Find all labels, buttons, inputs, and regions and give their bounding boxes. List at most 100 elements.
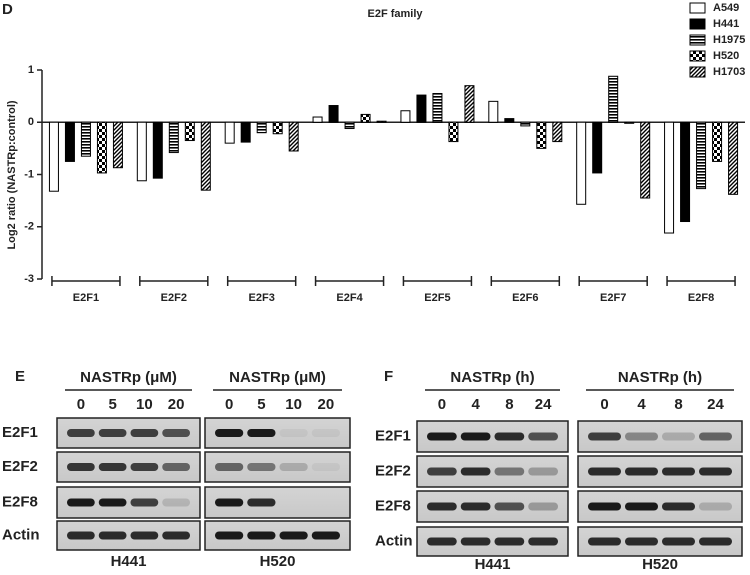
band [699,432,732,441]
band [528,467,558,476]
band [130,498,159,507]
bar [608,75,619,123]
band [528,537,558,546]
band [215,498,244,507]
group-title: NASTRp (μM) [80,369,177,386]
band [662,537,695,546]
bar [272,121,283,135]
y-axis-label: Log2 ratio (NASTRp:control) [6,100,18,249]
bar [576,121,587,205]
band [588,432,621,441]
band [130,463,159,471]
legend-swatch [689,18,706,30]
band [699,502,732,511]
band [162,463,190,471]
row-label: E2F8 [375,497,411,514]
lane-label: 5 [108,396,116,413]
row-label: E2F8 [2,493,38,510]
legend-label: H1975 [713,34,745,46]
band [279,463,308,471]
lane-label: 24 [535,396,552,413]
bar [624,121,635,124]
bar [112,121,123,169]
bar [448,121,459,143]
band [588,502,621,511]
legend-label: H520 [713,50,739,62]
band [215,531,244,540]
bar [168,121,179,154]
band [279,429,308,437]
blot-strip [204,451,351,483]
band [311,429,340,437]
y-tick-label: -3 [24,273,34,285]
row-label: E2F2 [2,458,38,475]
x-tick-label: E2F4 [336,292,363,304]
cell-label: H441 [111,553,147,570]
x-tick-label: E2F6 [512,292,538,304]
band [662,467,695,476]
legend-swatch [689,34,706,46]
band [98,498,127,507]
bar [80,121,91,157]
band [98,531,127,540]
bar [464,85,475,123]
band [528,502,558,511]
bar [240,121,251,143]
y-tick-label: -1 [24,168,34,180]
band [215,429,244,437]
bar [728,121,739,195]
x-tick-label: E2F2 [161,292,187,304]
band [662,432,695,441]
band [247,463,276,471]
band [130,531,159,540]
bar [592,121,603,174]
row-label: E2F2 [375,462,411,479]
row-label: E2F1 [2,424,38,441]
cell-label: H441 [475,556,511,573]
x-tick-label: E2F7 [600,292,626,304]
band [699,467,732,476]
lane-label: 0 [225,396,233,413]
lane-label: 4 [471,396,480,413]
bar [136,121,147,182]
bar [328,105,339,123]
bar [256,121,267,134]
bar [488,100,499,123]
band [427,432,457,441]
band [528,432,558,441]
bar [360,113,371,123]
group-title: NASTRp (μM) [229,369,326,386]
group-title: NASTRp (h) [618,369,702,386]
lane-label: 10 [285,396,302,413]
lane-label: 4 [637,396,646,413]
band [67,498,95,507]
legend-label: H1703 [713,66,745,78]
band [699,537,732,546]
x-tick-label: E2F8 [688,292,714,304]
lane-label: 0 [600,396,608,413]
cell-label: H520 [260,553,296,570]
band [460,537,491,546]
bar [312,116,323,123]
lane-label: 10 [136,396,153,413]
bar [152,121,163,179]
bar [520,121,531,127]
panel-label: D [2,1,13,18]
band [67,463,95,471]
bar [680,121,691,223]
legend-swatch [689,2,706,14]
band [427,502,457,511]
panel-label: F [384,368,393,385]
panel-label: E [15,368,25,385]
band [130,429,159,437]
x-tick-label: E2F3 [249,292,275,304]
bar [344,121,355,130]
band [162,531,190,540]
lane-label: 20 [168,396,185,413]
band [460,502,491,511]
band [460,432,491,441]
row-label: E2F1 [375,427,411,444]
band [494,502,525,511]
bar [504,118,515,123]
